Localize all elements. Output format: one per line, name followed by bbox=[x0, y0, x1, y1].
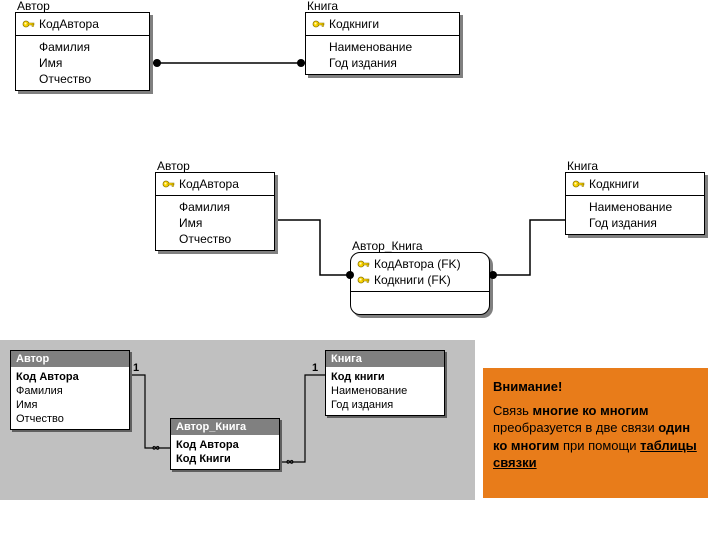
table-row: Фамилия bbox=[16, 384, 124, 398]
attribute-row: Отчество bbox=[22, 71, 143, 87]
attribute-label: Наименование bbox=[329, 40, 412, 54]
table-row: Код Книги bbox=[176, 452, 274, 466]
entity-title: Книга bbox=[567, 159, 598, 173]
spacer bbox=[572, 217, 586, 229]
attribute-row bbox=[357, 295, 483, 311]
callout-text: многие ко многим bbox=[533, 403, 649, 418]
entity-author2: КодАвтора Фамилия Имя Отчество bbox=[155, 172, 275, 251]
key-icon bbox=[162, 178, 176, 190]
key-icon bbox=[357, 274, 371, 286]
attr-section: Наименование Год издания bbox=[306, 36, 459, 74]
table-body: Код АвтораКод Книги bbox=[171, 435, 279, 469]
attribute-label: Кодкниги (FK) bbox=[374, 273, 451, 287]
table-body: Код АвтораФамилияИмяОтчество bbox=[11, 367, 129, 429]
table-tbl_author_book: Автор_КнигаКод АвтораКод Книги bbox=[170, 418, 280, 470]
attr-section: Фамилия Имя Отчество bbox=[16, 36, 149, 90]
entity-title: Автор bbox=[157, 159, 190, 173]
attribute-row: Наименование bbox=[572, 199, 698, 215]
attribute-label: Год издания bbox=[329, 56, 397, 70]
pk-section: Кодкниги bbox=[306, 13, 459, 36]
callout-body: Связь многие ко многим преобразуется в д… bbox=[493, 402, 698, 472]
pk-section: Кодкниги bbox=[566, 173, 704, 196]
key-icon bbox=[312, 18, 326, 30]
spacer bbox=[22, 41, 36, 53]
table-header: Автор bbox=[11, 351, 129, 367]
table-header: Книга bbox=[326, 351, 444, 367]
callout-text: Связь bbox=[493, 403, 533, 418]
attribute-row: Имя bbox=[162, 215, 268, 231]
spacer bbox=[312, 57, 326, 69]
spacer bbox=[162, 201, 176, 213]
pk-section: КодАвтора bbox=[156, 173, 274, 196]
attribute-label: Кодкниги bbox=[589, 177, 639, 191]
attribute-row: КодАвтора bbox=[22, 16, 143, 32]
table-header: Автор_Книга bbox=[171, 419, 279, 435]
key-icon bbox=[572, 178, 586, 190]
spacer bbox=[162, 233, 176, 245]
table-row: Код Автора bbox=[176, 438, 274, 452]
attr-section: Фамилия Имя Отчество bbox=[156, 196, 274, 250]
spacer bbox=[22, 73, 36, 85]
cardinality-label: 1 bbox=[133, 362, 139, 374]
attribute-label: КодАвтора bbox=[39, 17, 99, 31]
entity-title: Автор_Книга bbox=[352, 239, 423, 253]
callout-title: Внимание! bbox=[493, 378, 698, 396]
attribute-row: Кодкниги bbox=[312, 16, 453, 32]
attribute-row: Отчество bbox=[162, 231, 268, 247]
table-row: Наименование bbox=[331, 384, 439, 398]
spacer bbox=[312, 41, 326, 53]
attribute-row: Наименование bbox=[312, 39, 453, 55]
pk-section: КодАвтора bbox=[16, 13, 149, 36]
spacer bbox=[162, 217, 176, 229]
attr-section bbox=[351, 292, 489, 314]
entity-book2: Кодкниги Наименование Год издания bbox=[565, 172, 705, 235]
table-tbl_author: АвторКод АвтораФамилияИмяОтчество bbox=[10, 350, 130, 430]
attribute-label: Фамилия bbox=[39, 40, 90, 54]
attribute-row: Кодкниги (FK) bbox=[357, 272, 483, 288]
attribute-label: Имя bbox=[39, 56, 62, 70]
key-icon bbox=[357, 258, 371, 270]
attribute-row: КодАвтора bbox=[162, 176, 268, 192]
cardinality-label: 1 bbox=[312, 362, 318, 374]
callout-text: при помощи bbox=[559, 438, 640, 453]
attribute-row: Год издания bbox=[312, 55, 453, 71]
attribute-label: Имя bbox=[179, 216, 202, 230]
attribute-label: Отчество bbox=[39, 72, 91, 86]
callout-text: преобразуется в две связи bbox=[493, 420, 658, 435]
entity-author1: КодАвтора Фамилия Имя Отчество bbox=[15, 12, 150, 91]
table-row: Код Автора bbox=[16, 370, 124, 384]
attribute-label: Наименование bbox=[589, 200, 672, 214]
attribute-row: КодАвтора (FK) bbox=[357, 256, 483, 272]
table-body: Код книгиНаименованиеГод издания bbox=[326, 367, 444, 415]
entity-author_book: КодАвтора (FK) Кодкниги (FK) bbox=[350, 252, 490, 315]
attribute-row: Фамилия bbox=[162, 199, 268, 215]
attribute-label: Кодкниги bbox=[329, 17, 379, 31]
attr-section: Наименование Год издания bbox=[566, 196, 704, 234]
pk-section: КодАвтора (FK) Кодкниги (FK) bbox=[351, 253, 489, 292]
callout-box: Внимание! Связь многие ко многим преобраз… bbox=[483, 368, 708, 498]
cardinality-label: ∞ bbox=[286, 456, 294, 468]
table-row: Отчество bbox=[16, 412, 124, 426]
attribute-row: Год издания bbox=[572, 215, 698, 231]
attribute-label: Год издания bbox=[589, 216, 657, 230]
spacer bbox=[357, 297, 371, 309]
table-tbl_book: КнигаКод книгиНаименованиеГод издания bbox=[325, 350, 445, 416]
table-row: Год издания bbox=[331, 398, 439, 412]
attribute-row: Кодкниги bbox=[572, 176, 698, 192]
table-row: Код книги bbox=[331, 370, 439, 384]
attribute-label: КодАвтора (FK) bbox=[374, 257, 461, 271]
spacer bbox=[572, 201, 586, 213]
attribute-row: Фамилия bbox=[22, 39, 143, 55]
key-icon bbox=[22, 18, 36, 30]
attribute-label: КодАвтора bbox=[179, 177, 239, 191]
attribute-label: Отчество bbox=[179, 232, 231, 246]
cardinality-label: ∞ bbox=[152, 442, 160, 454]
spacer bbox=[22, 57, 36, 69]
attribute-label: Фамилия bbox=[179, 200, 230, 214]
table-row: Имя bbox=[16, 398, 124, 412]
attribute-row: Имя bbox=[22, 55, 143, 71]
entity-book1: Кодкниги Наименование Год издания bbox=[305, 12, 460, 75]
